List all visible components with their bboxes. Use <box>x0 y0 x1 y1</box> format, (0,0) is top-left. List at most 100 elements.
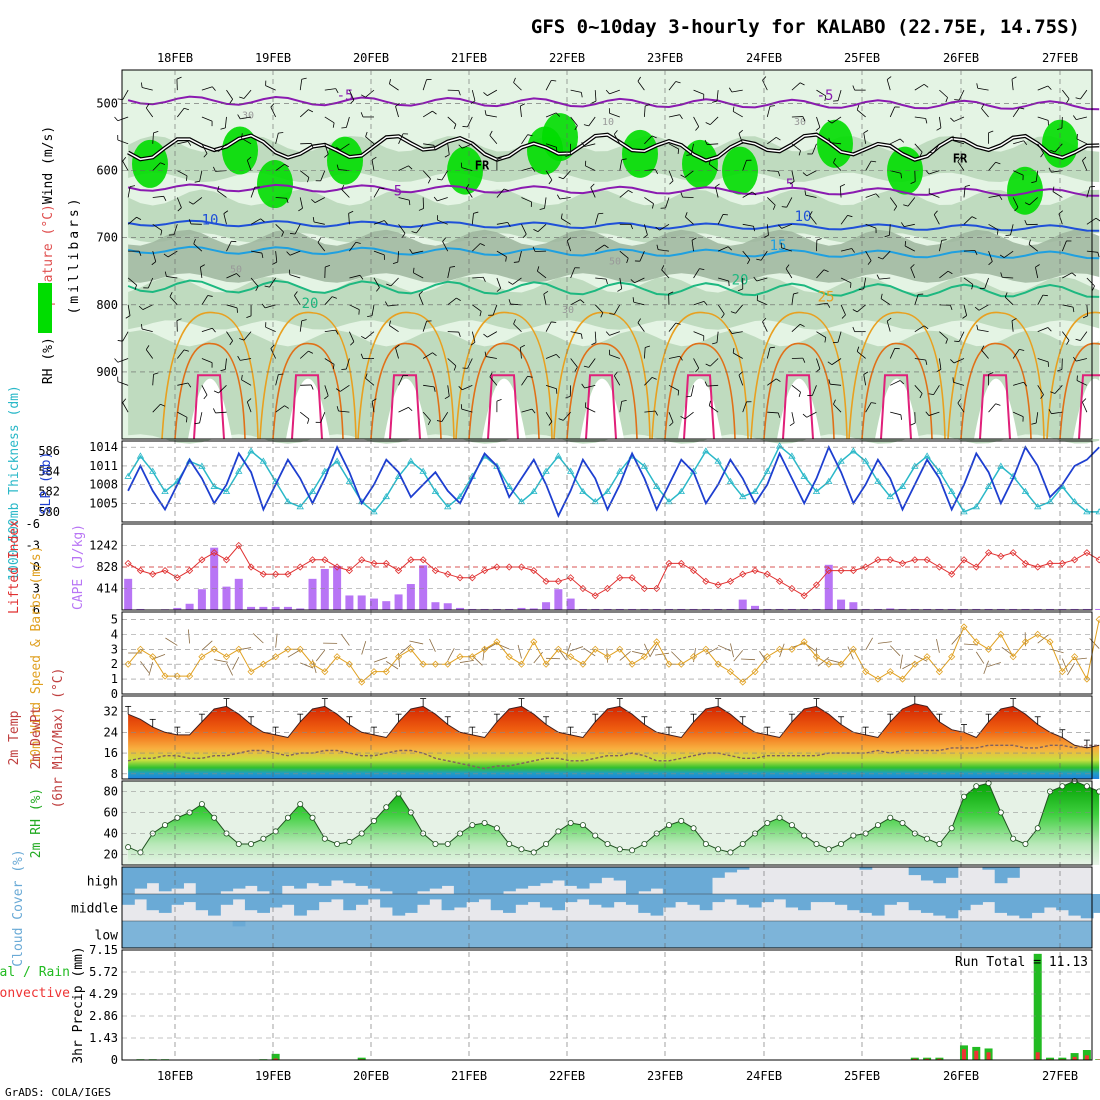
wind-barb <box>1076 380 1088 386</box>
cape-tick: 414 <box>96 582 118 596</box>
isotherm-25 <box>357 311 455 440</box>
rh-moist-blob <box>817 119 853 168</box>
wind-barb-flag <box>728 329 733 334</box>
cloud-cover-bar <box>589 867 602 884</box>
temp-tick: 24 <box>104 725 118 739</box>
wind-barb-flag <box>763 234 769 238</box>
wind-barb-flag <box>1052 186 1055 192</box>
cape-bar <box>886 608 895 610</box>
cape-bar <box>763 608 772 610</box>
wind-barb <box>166 276 178 279</box>
wind-barb-flag <box>1014 207 1019 212</box>
wind-barb-flag <box>737 288 743 292</box>
lifted-index-point <box>628 574 636 582</box>
wind-barb-flag <box>789 422 795 426</box>
wind-barb-flag <box>371 398 377 402</box>
wind-barb <box>791 293 794 305</box>
wind-barb-flag <box>1011 318 1017 322</box>
wind-barb-flag <box>705 363 711 367</box>
thickness-point <box>247 447 255 454</box>
thickness-tick: 580 <box>38 505 60 519</box>
wind-barb-flag <box>187 141 192 146</box>
wind-barb <box>791 170 795 182</box>
wind-barb-flag <box>976 83 979 89</box>
lifted-index-point <box>235 541 243 550</box>
precip-total-bar <box>1070 1053 1079 1060</box>
cape-bar <box>443 603 452 610</box>
isotherm-label: 5 <box>394 183 402 199</box>
wind-barb-flag <box>1024 219 1028 225</box>
rh2m-point <box>665 822 672 829</box>
wind-barb-flag <box>804 190 807 196</box>
rh2m-point <box>567 820 574 827</box>
wind-barb-flag <box>851 248 855 253</box>
date-label-bottom: 18FEB <box>157 1069 193 1083</box>
wind10m-point <box>124 660 132 668</box>
cloud-cover-bar <box>1019 894 1033 919</box>
wind-barb <box>349 274 361 279</box>
wind-barb <box>717 246 729 252</box>
wind-barb-flag <box>904 240 907 247</box>
wind-barb-flag <box>246 315 252 319</box>
wind10m-barb <box>733 650 744 662</box>
lifted-index-point <box>1095 556 1100 564</box>
lifted-index-point <box>653 584 661 593</box>
wind-barb-flag <box>483 333 488 338</box>
wind-barb <box>953 116 965 122</box>
wind-barb-flag <box>852 309 858 313</box>
wind-barb-flag <box>543 290 549 295</box>
wind-barb-flag <box>332 296 337 299</box>
isotherm-35 <box>683 374 715 440</box>
wind10m-point <box>407 645 415 653</box>
wind-barb-flag <box>560 213 563 219</box>
wind-barb <box>685 216 694 225</box>
isotherm-25 <box>848 311 946 440</box>
wind-barb <box>1013 140 1024 145</box>
thickness-point <box>259 457 268 464</box>
wind-barb-flag <box>298 207 303 212</box>
cloud-cover-bar <box>392 894 406 916</box>
cloud-cover-bar <box>355 894 369 905</box>
wind-barb <box>584 384 596 389</box>
wind-barb <box>767 411 779 414</box>
cape-bar <box>394 594 403 610</box>
wind-barb-flag <box>1023 140 1028 145</box>
wind-barb <box>122 331 129 342</box>
precip-total-bar <box>1046 1057 1055 1060</box>
cloud-cover-bar <box>146 867 160 884</box>
lifted-index-point <box>1058 559 1066 567</box>
wind-barb-flag <box>281 231 284 237</box>
lifted-index-point <box>222 556 231 564</box>
wind-barb-flag <box>217 186 220 192</box>
cloud-cover-bar <box>638 894 652 913</box>
wind-barb-flag <box>325 264 331 268</box>
isotherm-label: -5 <box>337 88 354 104</box>
wind-barb-flag <box>727 246 733 251</box>
lifted-index-point <box>308 556 317 564</box>
wind-tick: 5 <box>111 612 118 626</box>
wind-barb <box>264 304 276 309</box>
rh2m-point <box>764 820 771 827</box>
wind-barb-flag <box>401 232 406 238</box>
wind-barb <box>928 411 940 416</box>
precip-convective-bar <box>1072 1056 1077 1060</box>
wind-barb <box>226 304 238 309</box>
wind10m-barb <box>214 659 229 663</box>
wind-barb-flag <box>427 420 431 425</box>
cloud-cover-bar <box>847 894 860 911</box>
wind-barb <box>963 216 973 225</box>
rh2m-point <box>334 841 341 848</box>
cloud-cover-bar <box>773 894 787 900</box>
wind-barb-flag <box>566 237 572 241</box>
wind-barb <box>839 186 842 198</box>
wind-barb-flag <box>376 287 380 292</box>
lifted-index-point <box>542 577 550 585</box>
lifted-index-point <box>456 574 464 582</box>
cloud-cover-bar <box>306 867 320 884</box>
date-label-bottom: 21FEB <box>451 1069 487 1083</box>
cape-bar <box>296 608 305 610</box>
wind-barb <box>177 141 189 145</box>
isotherm-35 <box>291 374 323 440</box>
wind-barb <box>1012 170 1024 176</box>
wind-barb-flag <box>900 173 902 179</box>
